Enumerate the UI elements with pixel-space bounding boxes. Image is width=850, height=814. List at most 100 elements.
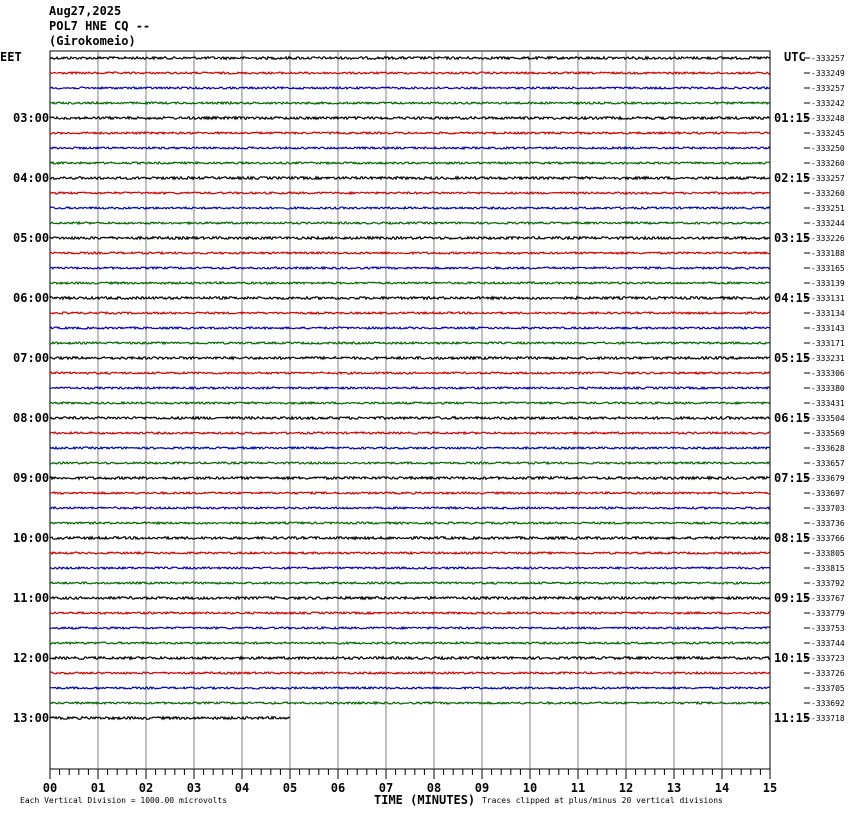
seismic-trace bbox=[49, 700, 771, 706]
trace-offset-label: -333249 bbox=[811, 69, 845, 78]
trace-offset-label: -333134 bbox=[811, 309, 845, 318]
trace-offset-label: -333736 bbox=[811, 519, 845, 528]
trace-offset-label: -333767 bbox=[811, 594, 845, 603]
seismic-trace bbox=[49, 415, 771, 421]
x-tick-label: 13 bbox=[667, 781, 681, 795]
x-axis-title: TIME (MINUTES) bbox=[374, 793, 476, 807]
trace-offset-label: -333250 bbox=[811, 144, 845, 153]
seismic-trace bbox=[50, 70, 771, 76]
trace-offset-label: -333628 bbox=[811, 444, 845, 453]
trace-offset-label: -333257 bbox=[811, 54, 845, 63]
x-tick-label: 07 bbox=[379, 781, 393, 795]
seismic-trace bbox=[49, 310, 771, 316]
trace-offset-label: -333231 bbox=[811, 354, 845, 363]
seismic-trace bbox=[49, 535, 771, 541]
seismic-trace bbox=[49, 445, 771, 451]
trace-offset-label: -333766 bbox=[811, 534, 845, 543]
seismic-trace bbox=[49, 610, 771, 616]
trace-offset-label: -333139 bbox=[811, 279, 845, 288]
seismic-trace bbox=[49, 580, 771, 586]
x-tick-label: 05 bbox=[283, 781, 297, 795]
trace-offset-label: -333697 bbox=[811, 489, 845, 498]
x-tick-label: 04 bbox=[235, 781, 249, 795]
right-hour-label: 02:15 bbox=[774, 171, 810, 185]
seismic-trace bbox=[49, 385, 771, 391]
left-hour-label: 06:00 bbox=[13, 291, 49, 305]
trace-offset-label: -333165 bbox=[811, 264, 845, 273]
scale-note: Each Vertical Division = 1000.00 microvo… bbox=[20, 796, 228, 805]
left-timezone-label: EET bbox=[0, 50, 22, 64]
seismic-trace bbox=[49, 520, 771, 526]
left-hour-label: 07:00 bbox=[13, 351, 49, 365]
right-hour-label: 04:15 bbox=[774, 291, 810, 305]
seismic-trace bbox=[49, 355, 771, 361]
left-hour-label: 08:00 bbox=[13, 411, 49, 425]
left-hour-label: 09:00 bbox=[13, 471, 49, 485]
x-tick-label: 10 bbox=[523, 781, 537, 795]
trace-offset-label: -333779 bbox=[811, 609, 845, 618]
trace-offset-label: -333705 bbox=[811, 684, 845, 693]
left-hour-label: 04:00 bbox=[13, 171, 49, 185]
seismic-trace bbox=[49, 145, 771, 151]
right-hour-label: 05:15 bbox=[774, 351, 810, 365]
trace-offset-label: -333242 bbox=[811, 99, 845, 108]
trace-offset-label: -333815 bbox=[811, 564, 845, 573]
seismic-trace bbox=[49, 280, 771, 286]
trace-offset-label: -333431 bbox=[811, 399, 845, 408]
left-hour-label: 05:00 bbox=[13, 231, 49, 245]
right-hour-label: 01:15 bbox=[774, 111, 810, 125]
date-label: Aug27,2025 bbox=[49, 4, 122, 18]
trace-offset-label: -333792 bbox=[811, 579, 845, 588]
trace-offset-label: -333260 bbox=[811, 189, 845, 198]
trace-offset-label: -333245 bbox=[811, 129, 845, 138]
location-label: (Girokomeio) bbox=[49, 34, 136, 48]
trace-offset-label: -333248 bbox=[811, 114, 845, 123]
right-hour-label: 03:15 bbox=[774, 231, 810, 245]
trace-offset-label: -333131 bbox=[811, 294, 845, 303]
x-tick-label: 00 bbox=[43, 781, 57, 795]
trace-offset-label: -333244 bbox=[811, 219, 845, 228]
x-tick-label: 01 bbox=[91, 781, 105, 795]
seismic-trace bbox=[49, 670, 771, 676]
seismic-trace bbox=[49, 430, 771, 436]
trace-offset-label: -333380 bbox=[811, 384, 845, 393]
seismic-trace bbox=[49, 505, 771, 511]
seismic-trace bbox=[49, 85, 771, 91]
seismic-trace bbox=[49, 595, 771, 601]
x-tick-label: 08 bbox=[427, 781, 441, 795]
seismic-trace bbox=[49, 295, 771, 301]
seismic-trace bbox=[49, 265, 771, 271]
trace-offset-label: -333657 bbox=[811, 459, 845, 468]
seismic-trace bbox=[49, 325, 771, 331]
seismic-trace bbox=[49, 400, 771, 406]
x-tick-label: 06 bbox=[331, 781, 345, 795]
seismic-trace bbox=[49, 370, 771, 376]
seismic-trace bbox=[49, 655, 771, 661]
trace-offset-label: -333723 bbox=[811, 654, 845, 663]
trace-offset-label: -333569 bbox=[811, 429, 845, 438]
trace-offset-label: -333260 bbox=[811, 159, 845, 168]
x-tick-label: 09 bbox=[475, 781, 489, 795]
seismic-trace bbox=[49, 250, 771, 256]
seismic-trace bbox=[49, 115, 771, 121]
seismic-trace bbox=[49, 685, 771, 691]
right-hour-label: 10:15 bbox=[774, 651, 810, 665]
right-hour-label: 06:15 bbox=[774, 411, 810, 425]
trace-offset-label: -333718 bbox=[811, 714, 845, 723]
trace-offset-label: -333504 bbox=[811, 414, 845, 423]
trace-offset-label: -333188 bbox=[811, 249, 845, 258]
seismic-trace bbox=[49, 160, 771, 166]
seismic-trace bbox=[49, 340, 771, 346]
left-hour-label: 10:00 bbox=[13, 531, 49, 545]
x-tick-label: 03 bbox=[187, 781, 201, 795]
left-hour-label: 03:00 bbox=[13, 111, 49, 125]
seismic-trace bbox=[49, 55, 771, 61]
right-hour-label: 08:15 bbox=[774, 531, 810, 545]
seismic-trace bbox=[49, 460, 771, 466]
trace-offset-label: -333251 bbox=[811, 204, 845, 213]
trace-offset-label: -333703 bbox=[811, 504, 845, 513]
left-hour-label: 13:00 bbox=[13, 711, 49, 725]
seismic-trace bbox=[49, 205, 771, 211]
right-hour-label: 07:15 bbox=[774, 471, 810, 485]
